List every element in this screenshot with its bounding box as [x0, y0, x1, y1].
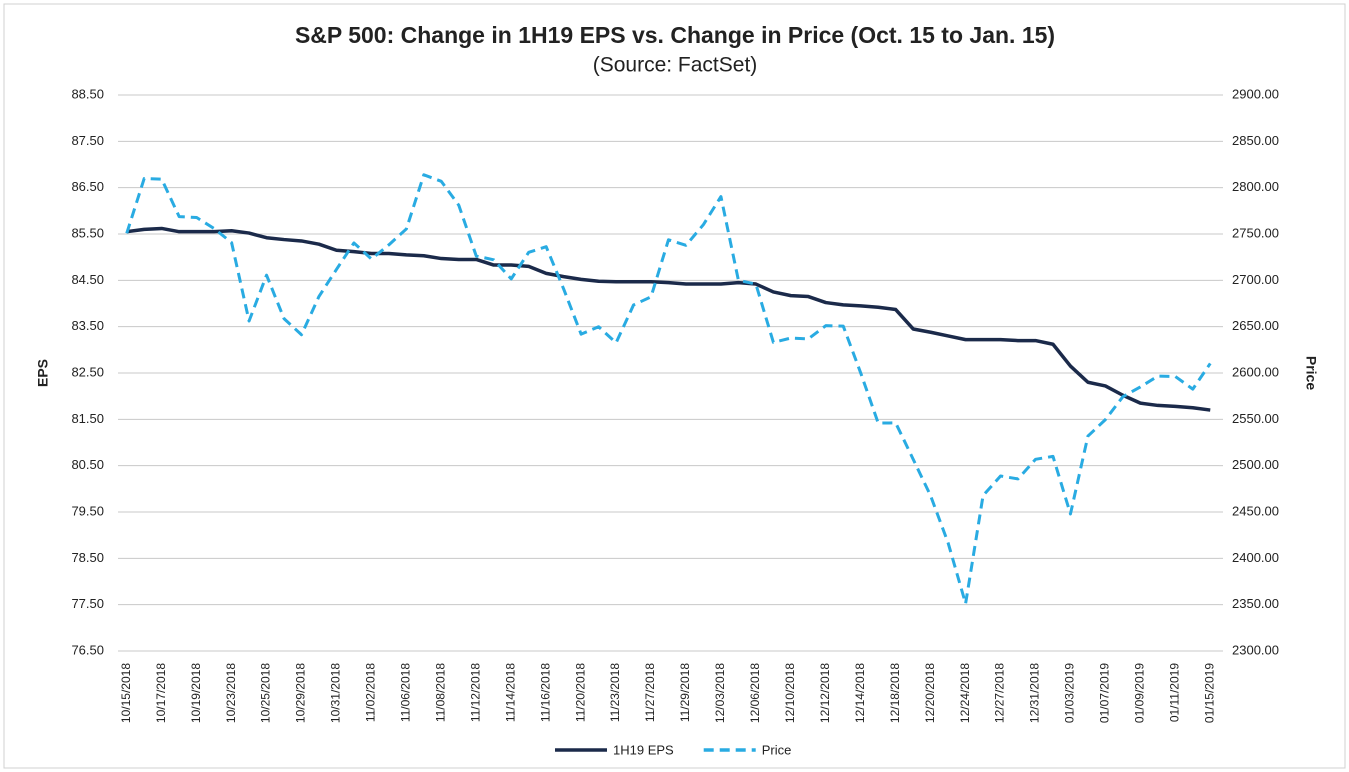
y2-tick-label: 2700.00 [1232, 272, 1279, 287]
x-tick-label: 10/23/2018 [224, 663, 238, 723]
y2-tick-label: 2650.00 [1232, 318, 1279, 333]
y-tick-label: 87.50 [71, 133, 104, 148]
y2-tick-label: 2800.00 [1232, 179, 1279, 194]
x-tick-label: 11/27/2018 [643, 663, 657, 722]
x-tick-label: 11/23/2018 [608, 663, 622, 722]
x-tick-label: 10/17/2018 [154, 663, 168, 723]
line-series [126, 226, 1211, 412]
y-tick-label: 78.50 [71, 550, 104, 565]
y2-tick-label: 2550.00 [1232, 411, 1279, 426]
x-tick-label: 11/02/2018 [364, 663, 378, 722]
x-tick-label: 12/06/2018 [748, 663, 762, 723]
x-tick-label: 01/09/2019 [1133, 663, 1147, 723]
x-tick-label: 11/08/2018 [433, 663, 447, 722]
y2-tick-label: 2450.00 [1232, 503, 1279, 518]
y2-tick-label: 2400.00 [1232, 550, 1279, 565]
y2-tick-label: 2900.00 [1232, 86, 1279, 101]
y-tick-label: 84.50 [71, 272, 104, 287]
y-tick-label: 77.50 [71, 596, 104, 611]
x-tick-label: 12/18/2018 [888, 663, 902, 723]
x-tick-label: 10/19/2018 [189, 663, 203, 723]
y-tick-label: 79.50 [71, 503, 104, 518]
frame [3, 3, 1346, 769]
y-tick-label: 83.50 [71, 318, 104, 333]
y-tick-label: 86.50 [71, 179, 104, 194]
legend-label: 1H19 EPS [613, 742, 674, 757]
y-tick-label: 81.50 [71, 411, 104, 426]
x-tick-label: 01/07/2019 [1098, 663, 1112, 723]
x-tick-label: 12/03/2018 [713, 663, 727, 723]
x-tick-label: 11/16/2018 [538, 663, 552, 722]
chart-title: S&P 500: Change in 1H19 EPS vs. Change i… [295, 22, 1055, 48]
y2-tick-label: 2600.00 [1232, 364, 1279, 379]
y-tick-label: 85.50 [71, 225, 104, 240]
y-tick-label: 80.50 [71, 457, 104, 472]
y2-tick-label: 2350.00 [1232, 596, 1279, 611]
x-tick-label: 11/12/2018 [468, 663, 482, 722]
x-tick-label: 12/24/2018 [958, 663, 972, 723]
x-tick-label: 12/10/2018 [783, 663, 797, 723]
x-tick-label: 12/27/2018 [993, 663, 1007, 723]
line-series [125, 173, 1212, 606]
y-axis-label: EPS [35, 359, 51, 387]
x-tick-label: 11/20/2018 [573, 663, 587, 722]
x-tick-label: 12/12/2018 [818, 663, 832, 723]
x-tick-label: 11/06/2018 [399, 663, 413, 722]
y-tick-label: 76.50 [71, 642, 104, 657]
x-tick-label: 01/15/2019 [1202, 663, 1216, 723]
x-tick-label: 12/31/2018 [1028, 663, 1042, 723]
legend-label: Price [762, 742, 792, 757]
y2-tick-label: 2850.00 [1232, 133, 1279, 148]
x-tick-label: 10/25/2018 [259, 663, 273, 723]
x-tick-label: 12/20/2018 [923, 663, 937, 723]
y-tick-label: 82.50 [71, 364, 104, 379]
x-tick-label: 01/03/2019 [1063, 663, 1077, 723]
x-tick-label: 10/31/2018 [329, 663, 343, 723]
x-tick-label: 12/14/2018 [853, 663, 867, 723]
x-tick-label: 11/14/2018 [503, 663, 517, 722]
y2-tick-label: 2300.00 [1232, 642, 1279, 657]
chart-subtitle: (Source: FactSet) [593, 54, 758, 77]
y2-axis-label: Price [1303, 356, 1319, 390]
x-tick-label: 11/29/2018 [678, 663, 692, 722]
y-tick-label: 88.50 [71, 86, 104, 101]
x-tick-label: 10/15/2018 [119, 663, 133, 723]
y2-tick-label: 2500.00 [1232, 457, 1279, 472]
x-tick-label: 10/29/2018 [294, 663, 308, 723]
x-tick-label: 01/11/2019 [1167, 663, 1181, 722]
y2-tick-label: 2750.00 [1232, 225, 1279, 240]
